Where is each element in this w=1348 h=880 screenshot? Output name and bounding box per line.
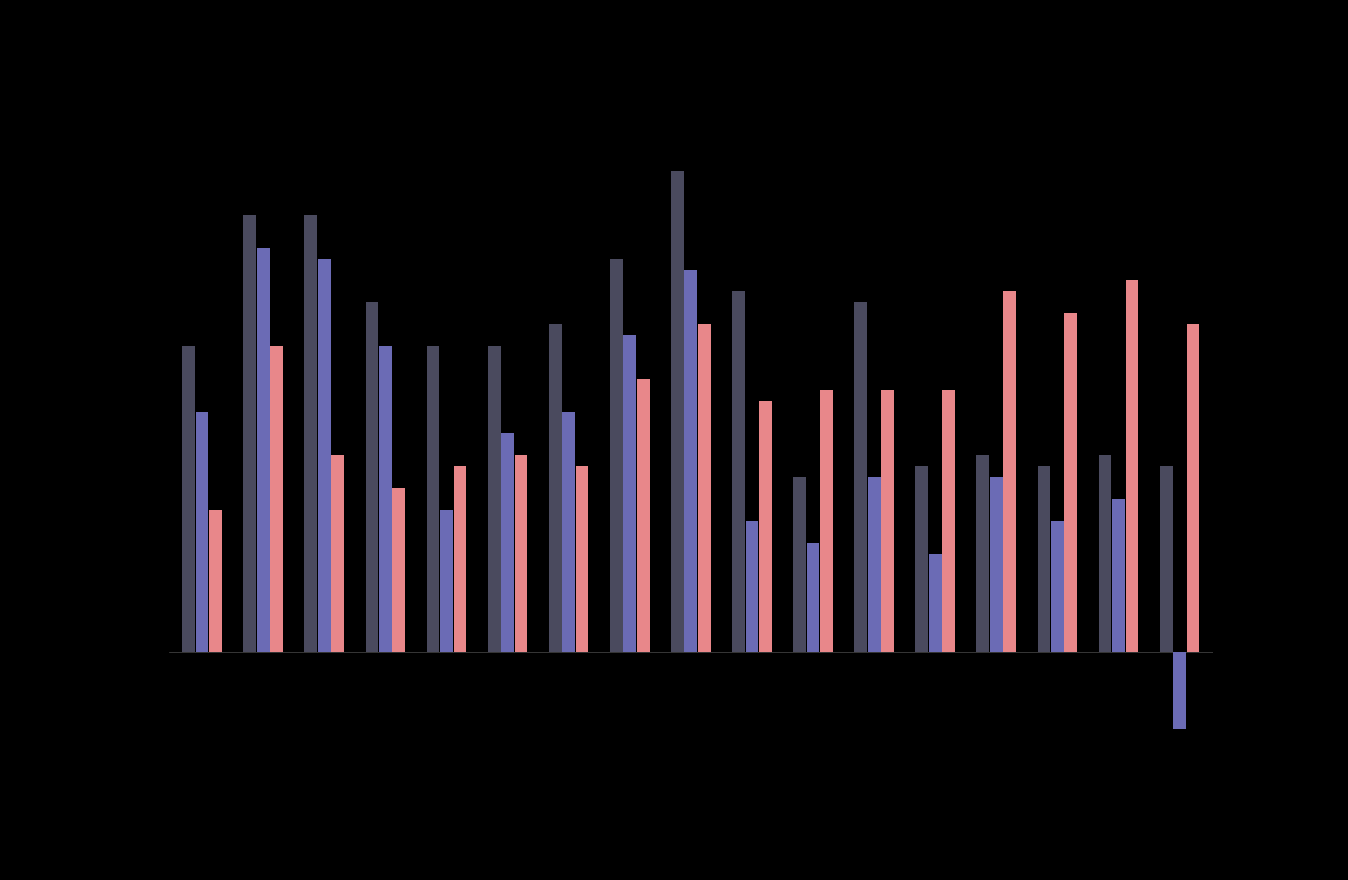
Bar — [759, 400, 772, 652]
Bar — [929, 554, 942, 652]
Bar — [671, 172, 683, 652]
Bar — [549, 324, 562, 652]
Bar — [1038, 466, 1050, 652]
Bar — [623, 335, 636, 652]
Bar — [793, 477, 806, 652]
Bar — [609, 259, 623, 652]
Bar — [576, 466, 589, 652]
Bar — [976, 455, 989, 652]
Bar — [365, 303, 379, 652]
Bar — [855, 303, 867, 652]
Bar — [453, 466, 466, 652]
Bar — [195, 412, 209, 652]
Bar — [1003, 291, 1016, 652]
Bar — [1173, 652, 1186, 729]
Bar — [1099, 455, 1112, 652]
Bar — [745, 521, 759, 652]
Bar — [1112, 499, 1124, 652]
Bar — [1186, 324, 1200, 652]
Bar — [636, 378, 650, 652]
Bar — [244, 215, 256, 652]
Bar — [806, 543, 820, 652]
Bar — [392, 488, 406, 652]
Bar — [209, 510, 222, 652]
Bar — [427, 346, 439, 652]
Bar — [942, 390, 954, 652]
Bar — [515, 455, 527, 652]
Bar — [257, 247, 270, 652]
Bar — [698, 324, 710, 652]
Bar — [868, 477, 880, 652]
Bar — [305, 215, 317, 652]
Bar — [1126, 281, 1138, 652]
Bar — [1051, 521, 1064, 652]
Bar — [270, 346, 283, 652]
Bar — [915, 466, 929, 652]
Bar — [379, 346, 392, 652]
Bar — [1065, 313, 1077, 652]
Bar — [318, 259, 330, 652]
Bar — [732, 291, 745, 652]
Bar — [562, 412, 576, 652]
Bar — [488, 346, 500, 652]
Bar — [989, 477, 1003, 652]
Bar — [882, 390, 894, 652]
Bar — [820, 390, 833, 652]
Bar — [1159, 466, 1173, 652]
Bar — [685, 269, 697, 652]
Bar — [439, 510, 453, 652]
Bar — [182, 346, 195, 652]
Bar — [332, 455, 344, 652]
Bar — [501, 434, 514, 652]
